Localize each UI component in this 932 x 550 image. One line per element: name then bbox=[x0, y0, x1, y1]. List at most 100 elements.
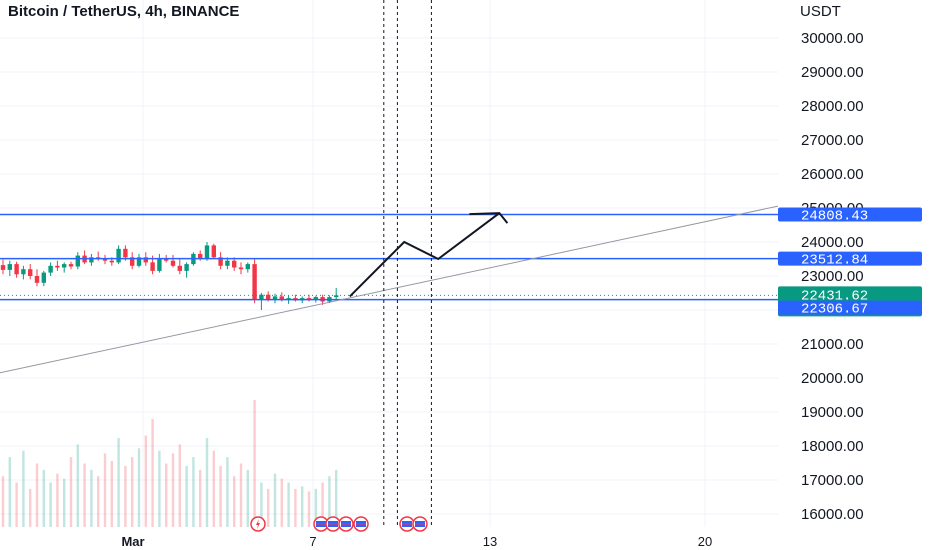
price-tick-label: 29000.00 bbox=[801, 64, 864, 81]
volume-bar bbox=[137, 448, 141, 527]
time-tick-label: Mar bbox=[121, 534, 144, 549]
candle-body bbox=[55, 265, 60, 268]
candle-body bbox=[211, 245, 216, 258]
candle-body bbox=[225, 260, 230, 266]
price-tick-label: 28000.00 bbox=[801, 98, 864, 115]
volume-bar bbox=[280, 478, 283, 527]
volume-bar bbox=[171, 453, 175, 527]
time-axis[interactable]: Mar 7 13 20 bbox=[0, 534, 778, 550]
economic-event-icon bbox=[412, 516, 428, 532]
price-axis[interactable]: 30000.00 29000.00 28000.00 27000.00 26000.00… bbox=[778, 0, 932, 550]
volume-bar bbox=[321, 482, 324, 527]
volume-bar bbox=[267, 488, 270, 527]
volume-bar bbox=[83, 463, 86, 527]
volume-bar bbox=[301, 486, 304, 527]
candle-body bbox=[143, 257, 148, 263]
candle-body bbox=[28, 269, 33, 276]
volume-bar bbox=[335, 469, 338, 527]
candle-body bbox=[170, 260, 176, 266]
volume-bar bbox=[212, 450, 215, 527]
price-level-badge-bg bbox=[778, 207, 922, 222]
candle-body bbox=[252, 264, 257, 300]
candle-body bbox=[184, 264, 189, 271]
volume-bar bbox=[178, 444, 181, 527]
time-tick-label: 13 bbox=[483, 534, 497, 549]
candle-body bbox=[130, 257, 135, 266]
volume-bar bbox=[49, 482, 52, 527]
candle-body bbox=[68, 264, 74, 267]
volume-bar bbox=[287, 482, 290, 527]
price-tick-label: 27000.00 bbox=[801, 132, 864, 149]
event-markers[interactable] bbox=[250, 516, 428, 532]
volume-bar bbox=[219, 466, 222, 527]
volume-bar bbox=[158, 450, 161, 527]
volume-bar bbox=[192, 457, 195, 527]
price-unit-label: USDT bbox=[800, 3, 841, 20]
volume-bar bbox=[307, 491, 311, 527]
candle-body bbox=[150, 262, 155, 271]
economic-event-icon bbox=[325, 516, 341, 532]
volume-bar bbox=[233, 476, 236, 527]
candle-body bbox=[75, 255, 80, 267]
candle-body bbox=[164, 259, 169, 261]
volume-bar bbox=[69, 457, 73, 527]
economic-event-icon bbox=[353, 516, 369, 532]
candle-body bbox=[21, 269, 26, 275]
volume-bar bbox=[199, 469, 202, 527]
trendline bbox=[0, 205, 779, 374]
volume-bar bbox=[253, 400, 256, 527]
projection-arrow-head bbox=[469, 212, 509, 224]
economic-event-icon bbox=[338, 516, 354, 532]
candle-body bbox=[157, 259, 162, 271]
candle-body bbox=[334, 295, 339, 298]
price-tick-label: 21000.00 bbox=[801, 336, 864, 353]
volume-bar bbox=[273, 473, 277, 527]
economic-event-icon bbox=[313, 516, 329, 532]
candle-body bbox=[102, 259, 108, 261]
candle-body bbox=[62, 264, 67, 268]
candle-body bbox=[14, 264, 19, 275]
volume-bar bbox=[226, 457, 229, 527]
volume-bar bbox=[110, 460, 113, 527]
candle-body bbox=[109, 260, 114, 263]
volume-bars bbox=[1, 400, 338, 527]
volume-bar bbox=[185, 466, 188, 527]
candle-body bbox=[34, 276, 40, 283]
drawings[interactable] bbox=[0, 0, 779, 527]
volume-bar bbox=[131, 457, 134, 527]
current-price-label: 22431.62 bbox=[801, 288, 868, 304]
candle-body bbox=[218, 257, 223, 266]
volume-bar bbox=[15, 482, 18, 527]
volume-bar bbox=[35, 463, 39, 527]
candle-body bbox=[198, 253, 203, 259]
price-tick-label: 24000.00 bbox=[801, 234, 864, 251]
volume-bar bbox=[29, 488, 32, 527]
price-tick-label: 16000.00 bbox=[801, 506, 864, 523]
volume-bar bbox=[205, 438, 209, 527]
price-level-badge: 24808.43 bbox=[801, 209, 868, 225]
volume-bar bbox=[124, 466, 127, 527]
price-tick-label: 17000.00 bbox=[801, 472, 864, 489]
candle-body bbox=[313, 297, 318, 300]
grid bbox=[0, 0, 778, 527]
volume-bar bbox=[42, 469, 45, 527]
economic-event-icon bbox=[399, 516, 415, 532]
time-tick-label: 7 bbox=[309, 534, 316, 549]
volume-bar bbox=[165, 463, 168, 527]
candle-body bbox=[266, 294, 271, 300]
volume-bar bbox=[117, 438, 120, 527]
volume-bar bbox=[314, 488, 317, 527]
candle-body bbox=[259, 294, 264, 300]
candle-body bbox=[279, 296, 284, 300]
price-tick-label: 26000.00 bbox=[801, 166, 864, 183]
volume-bar bbox=[90, 469, 93, 527]
time-tick-label: 20 bbox=[698, 534, 712, 549]
price-tick-label: 18000.00 bbox=[801, 438, 864, 455]
price-tick-label: 20000.00 bbox=[801, 370, 864, 387]
price-tick-label: 19000.00 bbox=[801, 404, 864, 421]
candle-body bbox=[0, 265, 6, 270]
candle-body bbox=[177, 265, 182, 271]
volume-bar bbox=[56, 473, 59, 527]
